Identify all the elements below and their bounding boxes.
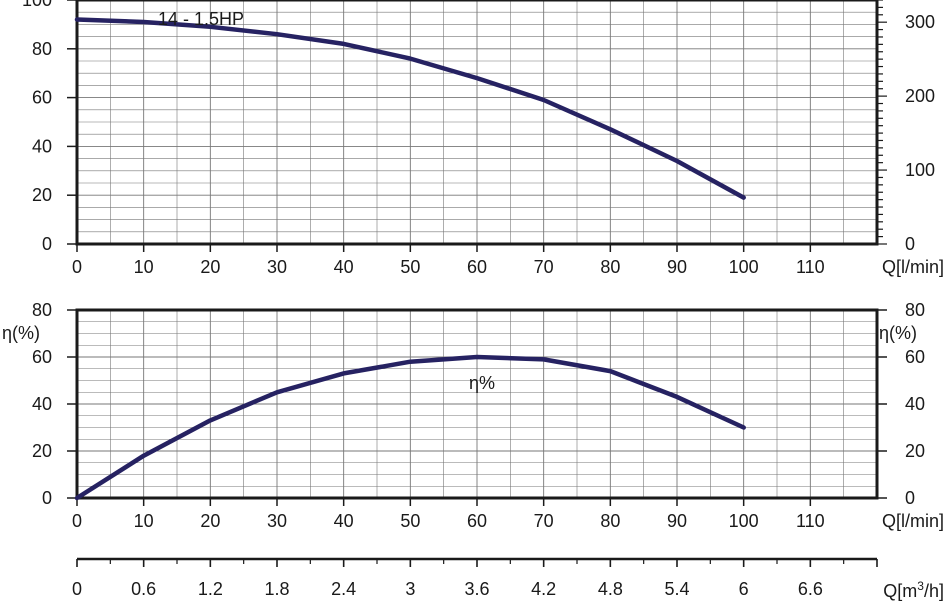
panel0-x-tick-label: 100 [729, 257, 759, 277]
panel0-x-tick-label: 20 [200, 257, 220, 277]
panel1-y-tick-label: 40 [32, 394, 52, 414]
panel0-x-axis-label: Q[l/min] [882, 257, 944, 277]
panel0-x-tick-label: 0 [72, 257, 82, 277]
series-label-head: 14 - 1.5HP [158, 9, 244, 29]
panel1-y2-tick-label: 40 [905, 394, 925, 414]
panel0-y-tick-label: 0 [42, 234, 52, 254]
panel0-y-tick-label: 40 [32, 136, 52, 156]
panel1-y2-tick-label: 60 [905, 347, 925, 367]
panel0-y-tick-label: 60 [32, 88, 52, 108]
panel0-y-tick-label: 20 [32, 185, 52, 205]
m3h-tick-label: 4.2 [531, 579, 556, 599]
m3h-tick-label: 6 [739, 579, 749, 599]
panel1-x-tick-label: 30 [267, 511, 287, 531]
panel1-x-tick-label: 100 [729, 511, 759, 531]
panel0-x-tick-label: 10 [134, 257, 154, 277]
panel1-x-tick-label: 80 [600, 511, 620, 531]
panel0-x-tick-label: 60 [467, 257, 487, 277]
panel0-x-tick-label: 70 [534, 257, 554, 277]
panel1-x-tick-label: 20 [200, 511, 220, 531]
panel0-y2-tick-label: 100 [905, 160, 935, 180]
m3h-tick-label: 1.2 [198, 579, 223, 599]
panel1-y2-tick-label: 20 [905, 441, 925, 461]
panel0-y-tick-label: 80 [32, 39, 52, 59]
panel1-y2-axis-label: η(%) [879, 323, 917, 343]
panel1-y-tick-label: 80 [32, 300, 52, 320]
panel1-x-tick-label: 50 [400, 511, 420, 531]
panel1-x-tick-label: 60 [467, 511, 487, 531]
series-label-efficiency: η% [469, 373, 495, 393]
panel0-x-tick-label: 80 [600, 257, 620, 277]
panel0-y2-tick-label: 300 [905, 12, 935, 32]
m3h-tick-label: 6.6 [798, 579, 823, 599]
panel0-x-tick-label: 30 [267, 257, 287, 277]
panel1-y-axis-label: η(%) [2, 323, 40, 343]
panel0-y-tick-label: 100 [22, 0, 52, 10]
panel0-x-tick-label: 40 [334, 257, 354, 277]
panel1-x-tick-label: 0 [72, 511, 82, 531]
m3h-tick-label: 4.8 [598, 579, 623, 599]
panel1-x-tick-label: 40 [334, 511, 354, 531]
panel1-x-tick-label: 70 [534, 511, 554, 531]
panel1-y-tick-label: 0 [42, 488, 52, 508]
panel1-x-tick-label: 110 [796, 511, 825, 531]
panel0-y2-tick-label: 200 [905, 86, 935, 106]
m3h-tick-label: 3.6 [464, 579, 489, 599]
panel1-x-tick-label: 90 [667, 511, 687, 531]
m3h-tick-label: 3 [405, 579, 415, 599]
panel1-y2-tick-label: 0 [905, 488, 915, 508]
panel1-x-tick-label: 10 [134, 511, 154, 531]
m3h-tick-label: 2.4 [331, 579, 356, 599]
panel1-y-tick-label: 20 [32, 441, 52, 461]
panel1-y-tick-label: 60 [32, 347, 52, 367]
m3h-tick-label: 1.8 [264, 579, 289, 599]
m3h-axis-label: Q[m3/h] [883, 579, 944, 601]
panel0-x-tick-label: 90 [667, 257, 687, 277]
m3h-tick-label: 5.4 [664, 579, 689, 599]
panel0-x-tick-label: 50 [400, 257, 420, 277]
panel1-y2-tick-label: 80 [905, 300, 925, 320]
panel1-x-axis-label: Q[l/min] [882, 511, 944, 531]
m3h-tick-label: 0 [72, 579, 82, 599]
panel0-y2-tick-label: 0 [905, 234, 915, 254]
panel0-x-tick-label: 110 [796, 257, 825, 277]
m3h-tick-label: 0.6 [131, 579, 156, 599]
